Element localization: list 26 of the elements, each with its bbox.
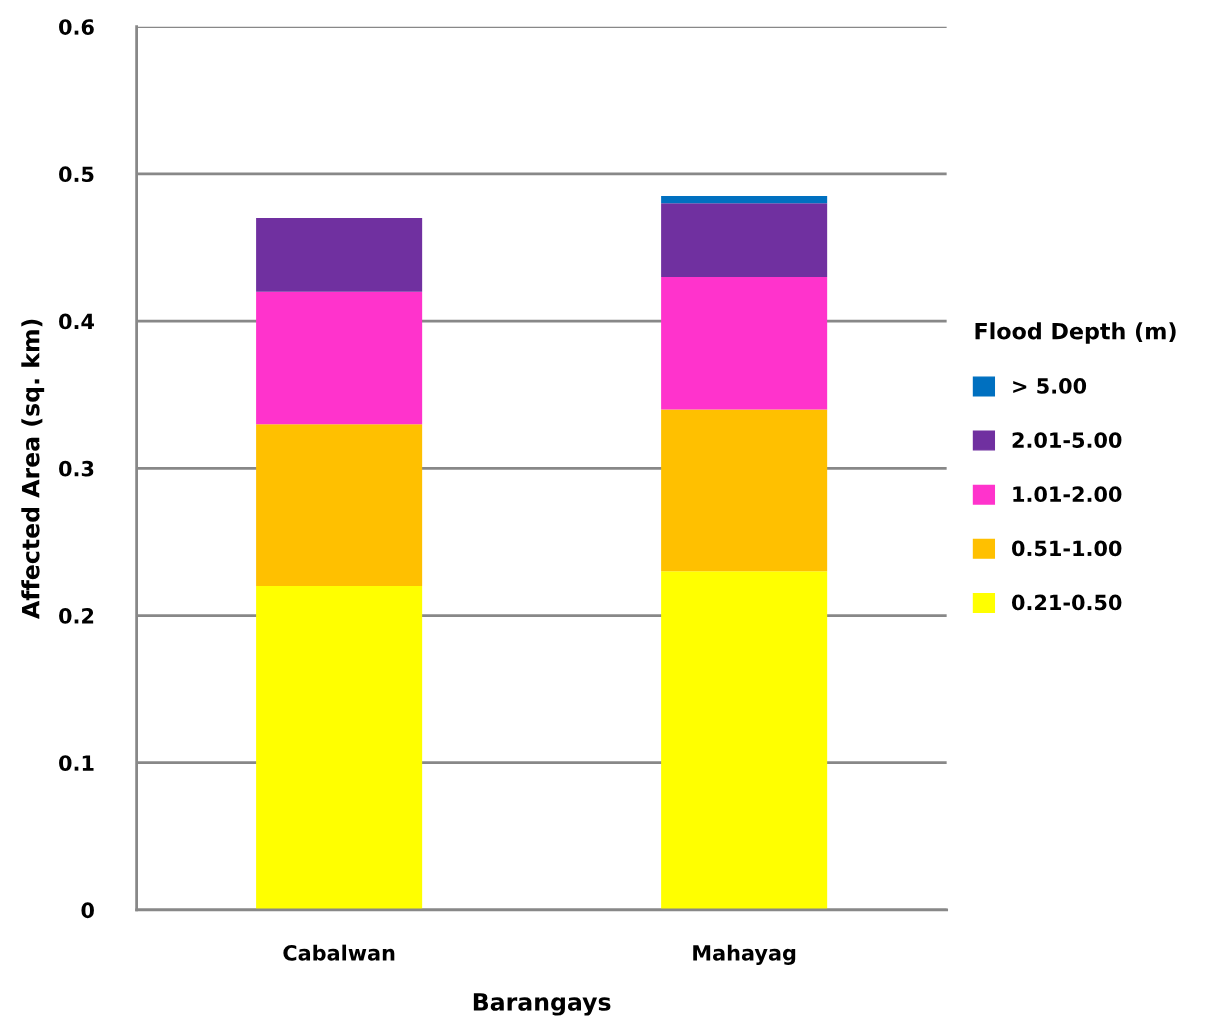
y-tick-label: 0.5 <box>59 166 94 183</box>
y-axis-title: Affected Area (sq. km) <box>21 319 45 619</box>
bar <box>256 291 423 425</box>
bar <box>661 571 828 910</box>
y-tick-label: 0.1 <box>59 755 94 771</box>
bar <box>661 203 828 277</box>
legend-label: 2.01-5.00 <box>1012 432 1122 448</box>
bar <box>256 586 423 910</box>
bar <box>661 195 828 204</box>
x-axis-title: Barangays <box>473 993 611 1016</box>
y-tick-label: 0.2 <box>59 607 94 624</box>
bar <box>256 424 423 587</box>
y-tick-label: 0.3 <box>59 460 94 477</box>
bar <box>661 409 828 572</box>
legend-label: 0.21-0.50 <box>1011 594 1122 611</box>
legend-label: > 5.00 <box>1013 378 1087 394</box>
y-tick-label: 0.6 <box>59 19 94 35</box>
y-tick-label: 0.4 <box>59 313 94 330</box>
x-tick-label: Cabalwan <box>283 944 395 961</box>
legend-title: Flood Depth (m) <box>975 322 1176 344</box>
legend-label: 0.51-1.00 <box>1011 540 1122 557</box>
x-tick-label: Mahayag <box>693 944 796 965</box>
y-tick-label: 0 <box>81 902 94 919</box>
bar <box>661 276 828 410</box>
bar <box>256 218 423 292</box>
legend-label: 1.01-2.00 <box>1013 486 1122 503</box>
